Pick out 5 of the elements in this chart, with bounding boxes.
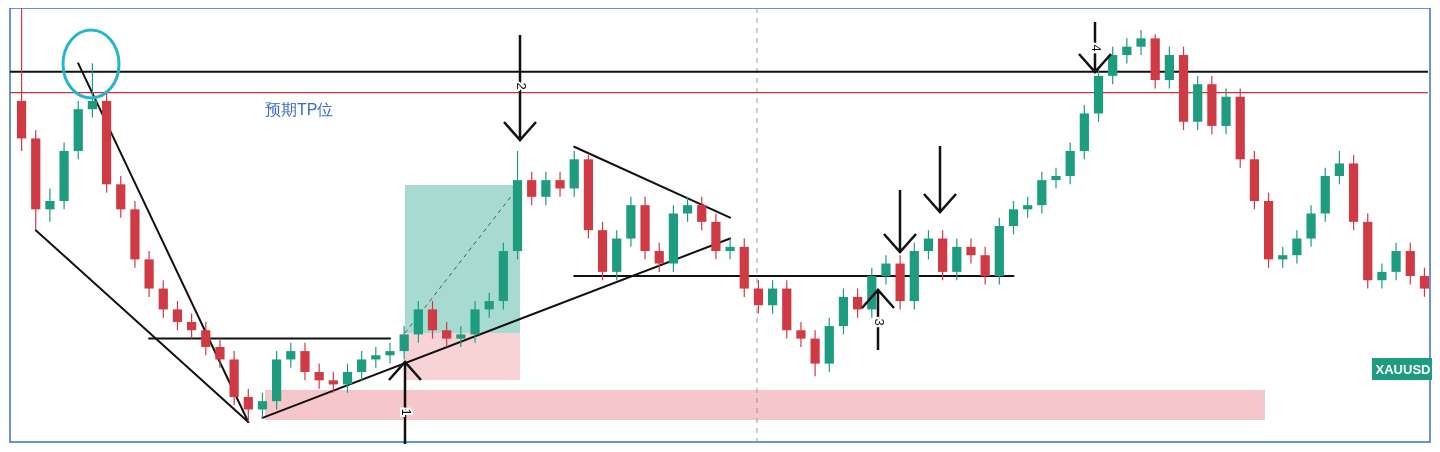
annotation: 1	[398, 408, 414, 416]
annotation: 3	[871, 318, 887, 326]
ref-line-label: 预期TP位	[265, 100, 334, 118]
annotation: XAUUSD	[1375, 362, 1431, 377]
annotation: 2	[513, 82, 529, 90]
